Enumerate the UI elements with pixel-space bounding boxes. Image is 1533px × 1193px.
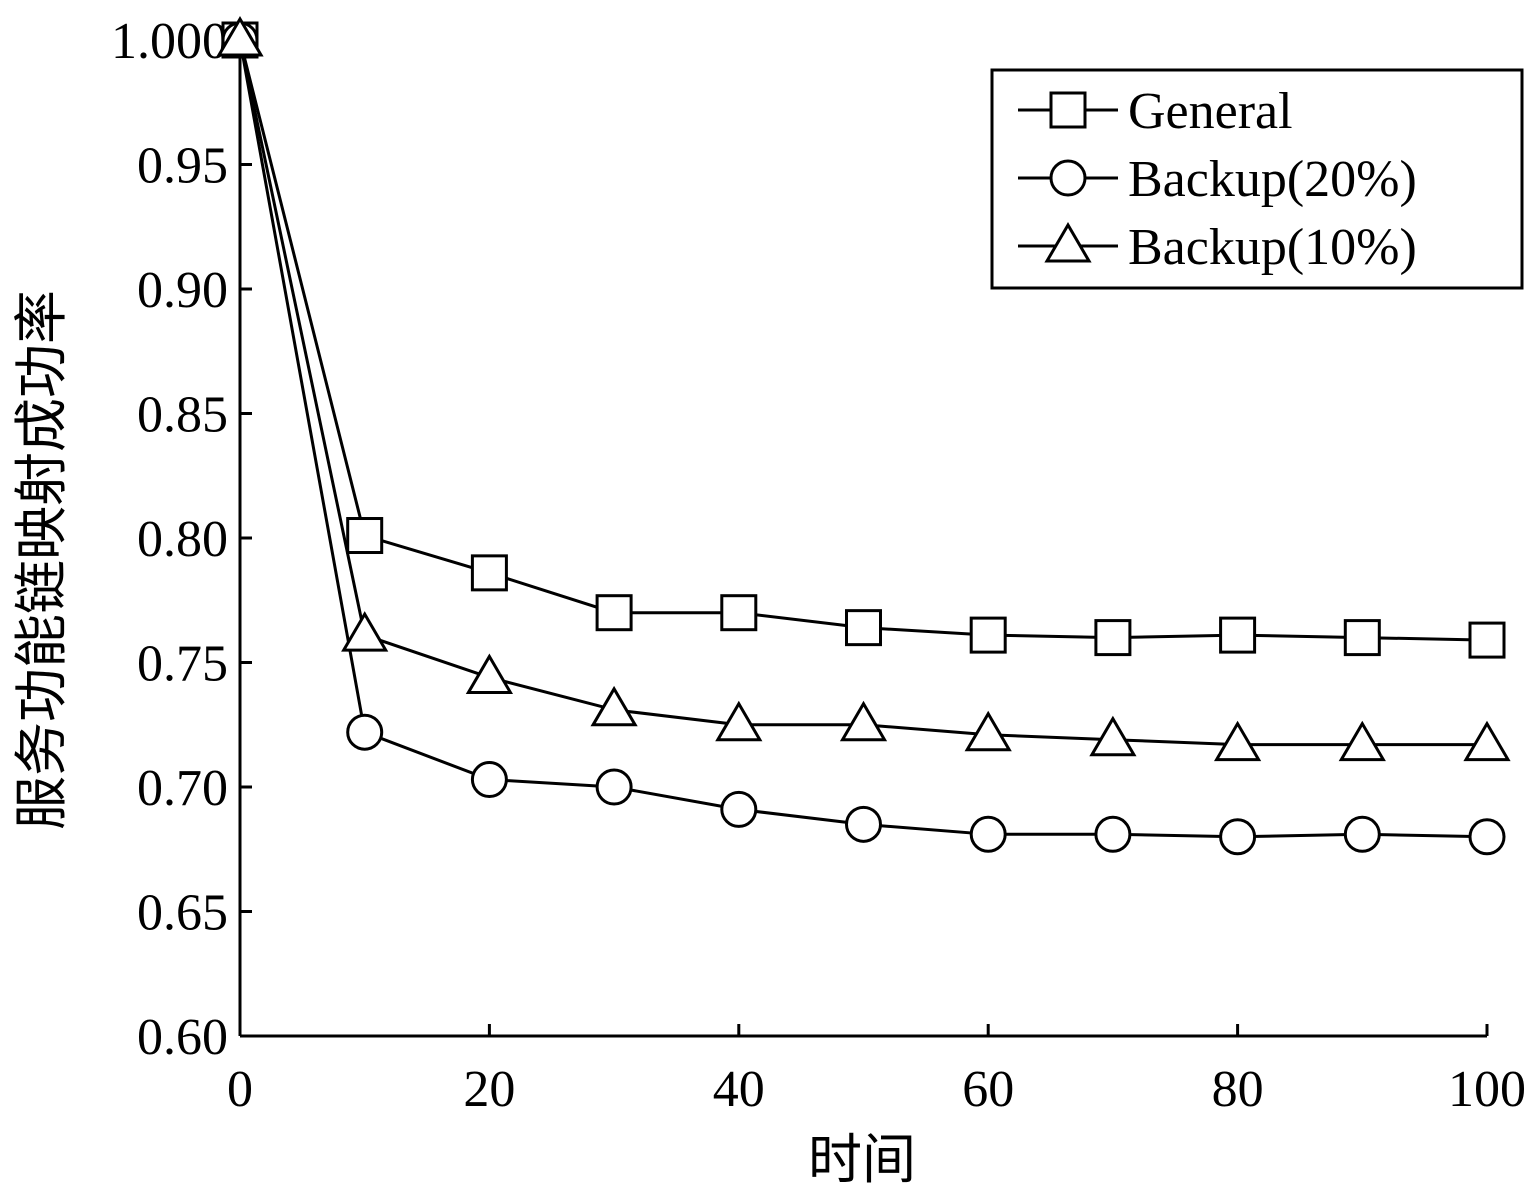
data-point bbox=[839, 700, 888, 742]
data-point bbox=[1219, 616, 1257, 654]
data-point bbox=[964, 710, 1012, 752]
x-tick-label: 20 bbox=[463, 1061, 515, 1118]
legend-entry: Backup(10%) bbox=[1018, 219, 1417, 276]
data-point bbox=[590, 685, 638, 727]
legend-marker bbox=[1049, 91, 1087, 129]
legend: General Backup(20%) Backup(10%) bbox=[990, 68, 1524, 290]
y-tick-label: 0.60 bbox=[137, 1009, 228, 1066]
series-triangle bbox=[216, 16, 1511, 762]
data-point bbox=[1343, 815, 1381, 853]
x-tick-label: 100 bbox=[1448, 1061, 1526, 1118]
data-point bbox=[595, 594, 633, 632]
series-square bbox=[221, 21, 1506, 659]
x-tick-label: 40 bbox=[713, 1061, 765, 1118]
data-point bbox=[969, 616, 1007, 654]
data-point bbox=[1094, 619, 1132, 657]
data-point bbox=[341, 611, 389, 652]
x-axis-title: 时间 bbox=[808, 1130, 916, 1190]
legend-entry: Backup(20%) bbox=[1018, 151, 1417, 208]
y-tick-label: 0.90 bbox=[137, 262, 228, 319]
data-point bbox=[969, 815, 1007, 853]
axes: 0 20 40 60 80 100 0.60 0.65 0.70 0.75 0.80 0.85 0.90… bbox=[111, 13, 1526, 1118]
data-point bbox=[1338, 720, 1386, 762]
data-point bbox=[470, 554, 508, 592]
series-layer bbox=[216, 16, 1511, 856]
y-tick-label: 0.70 bbox=[137, 760, 228, 817]
data-point bbox=[1089, 715, 1137, 757]
data-point bbox=[346, 517, 384, 555]
data-point bbox=[1213, 720, 1262, 762]
data-point bbox=[715, 700, 763, 742]
data-point bbox=[1468, 621, 1506, 659]
data-point bbox=[1463, 720, 1511, 762]
x-tick-label: 80 bbox=[1212, 1061, 1264, 1118]
legend-label: General bbox=[1128, 83, 1293, 140]
x-tick-label: 60 bbox=[962, 1061, 1014, 1118]
legend-marker bbox=[1044, 222, 1092, 263]
data-point bbox=[465, 653, 514, 694]
data-point bbox=[1094, 815, 1132, 853]
legend-marker bbox=[1049, 159, 1087, 197]
data-point bbox=[216, 16, 264, 57]
data-point bbox=[595, 768, 633, 806]
y-tick-label: 0.65 bbox=[137, 885, 228, 942]
data-point bbox=[1343, 619, 1381, 657]
y-tick-label: 0.80 bbox=[137, 511, 228, 568]
y-tick-label: 0.95 bbox=[137, 138, 228, 195]
data-point bbox=[1468, 818, 1506, 856]
x-tick-label: 0 bbox=[227, 1061, 253, 1118]
data-point bbox=[346, 713, 384, 751]
data-point bbox=[720, 594, 758, 632]
y-tick-label: 0.75 bbox=[137, 636, 228, 693]
series-circle bbox=[221, 21, 1506, 856]
data-point bbox=[720, 790, 758, 828]
legend-entry: General bbox=[1018, 83, 1293, 140]
legend-label: Backup(10%) bbox=[1128, 219, 1417, 276]
data-point bbox=[1219, 818, 1257, 856]
legend-label: Backup(20%) bbox=[1128, 151, 1417, 208]
y-tick-label: 1.000 bbox=[111, 13, 228, 70]
y-tick-label: 0.85 bbox=[137, 387, 228, 444]
data-point bbox=[845, 805, 882, 843]
data-point bbox=[470, 761, 508, 799]
y-axis-title: 服务功能链映射成功率 bbox=[12, 290, 72, 830]
data-point bbox=[845, 609, 882, 647]
